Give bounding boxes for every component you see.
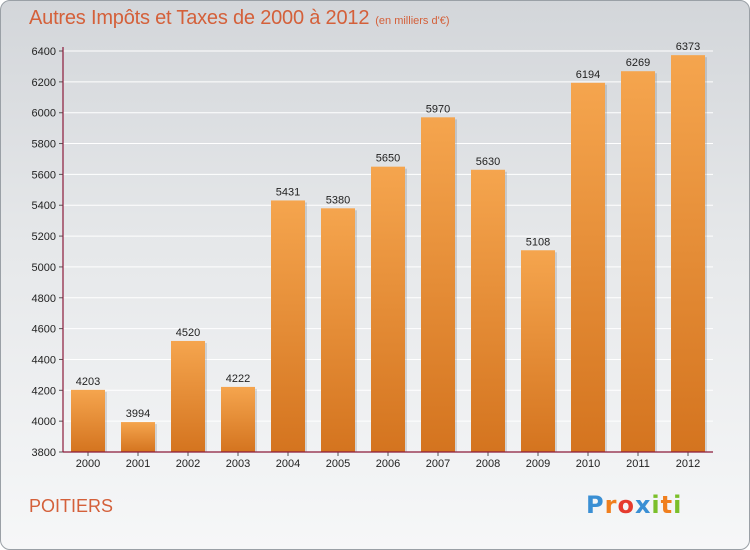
y-tick-label-6000: 6000	[32, 108, 56, 120]
y-tick-label-3800: 3800	[32, 447, 56, 459]
bars	[71, 55, 707, 453]
x-tick-label-2001: 2001	[126, 458, 150, 470]
x-tick-label-2006: 2006	[376, 458, 400, 470]
bar-2011	[621, 71, 655, 453]
axes	[59, 47, 713, 456]
proxiti-logo: Proxiti	[586, 491, 682, 519]
y-tick-label-6400: 6400	[32, 46, 56, 58]
y-tick-label-4600: 4600	[32, 324, 56, 336]
y-tick-label-4400: 4400	[32, 354, 56, 366]
y-tick-label-5400: 5400	[32, 200, 56, 212]
x-tick-label-2012: 2012	[676, 458, 700, 470]
bar-value-2007: 5970	[426, 103, 450, 115]
bar-2008	[471, 169, 505, 452]
y-tick-label-5000: 5000	[32, 262, 56, 274]
bar-2005	[321, 208, 355, 452]
logo-letter-1: r	[604, 491, 618, 519]
unit-note: (en milliers d'€)	[375, 15, 450, 27]
bar-value-2001: 3994	[126, 408, 150, 420]
y-tick-label-6200: 6200	[32, 77, 56, 89]
x-tick-label-2005: 2005	[326, 458, 350, 470]
x-tick-label-2008: 2008	[476, 458, 500, 470]
y-tick-label-5200: 5200	[32, 231, 56, 243]
bar-2012	[671, 55, 705, 452]
y-tick-label-4800: 4800	[32, 293, 56, 305]
x-tick-label-2011: 2011	[626, 458, 650, 470]
bar-2004	[271, 200, 305, 452]
bar-value-2009: 5108	[526, 236, 550, 248]
bar-value-2000: 4203	[76, 376, 100, 388]
x-tick-label-2000: 2000	[76, 458, 100, 470]
y-tick-label-4000: 4000	[32, 416, 56, 428]
logo-letter-2: o	[617, 491, 635, 519]
y-tick-label-5600: 5600	[32, 169, 56, 181]
bar-2003	[221, 386, 255, 452]
logo-letter-4: i	[651, 491, 661, 519]
bar-2001	[121, 422, 155, 452]
bar-value-2004: 5431	[276, 186, 300, 198]
bar-value-2011: 6269	[626, 57, 650, 69]
bar-value-2005: 5380	[326, 194, 350, 206]
x-tick-label-2002: 2002	[176, 458, 200, 470]
bar-value-2010: 6194	[576, 69, 600, 81]
x-tick-label-2010: 2010	[576, 458, 600, 470]
logo-letter-3: x	[634, 491, 652, 519]
bar-2002	[171, 340, 205, 452]
x-tick-label-2004: 2004	[276, 458, 300, 470]
bar-value-2003: 4222	[226, 373, 250, 385]
bar-value-2008: 5630	[476, 156, 500, 168]
bar-2010	[571, 82, 605, 452]
logo-letter-6: i	[673, 491, 683, 519]
y-tick-label-5800: 5800	[32, 139, 56, 151]
bar-value-2006: 5650	[376, 153, 400, 165]
logo-letter-0: P	[586, 491, 605, 519]
logo-letter-5: t	[660, 491, 674, 519]
x-tick-label-2009: 2009	[526, 458, 550, 470]
chart-title: Autres Impôts et Taxes de 2000 à 2012 (en…	[29, 7, 449, 30]
bar-2006	[371, 166, 405, 452]
title-text: Autres Impôts et Taxes de 2000 à 2012	[29, 7, 370, 29]
bar-value-2012: 6373	[676, 41, 700, 53]
bar-2007	[421, 117, 455, 453]
y-tick-label-4200: 4200	[32, 385, 56, 397]
bar-2009	[521, 250, 555, 452]
labels: 3800 4000 4200 4400 4600 4800 5000 5200 5400 5600…	[32, 41, 701, 470]
x-tick-label-2007: 2007	[426, 458, 450, 470]
city-label: POITIERS	[29, 496, 114, 516]
bar-value-2002: 4520	[176, 327, 200, 339]
x-tick-label-2003: 2003	[226, 458, 250, 470]
bar-2000	[71, 389, 105, 452]
